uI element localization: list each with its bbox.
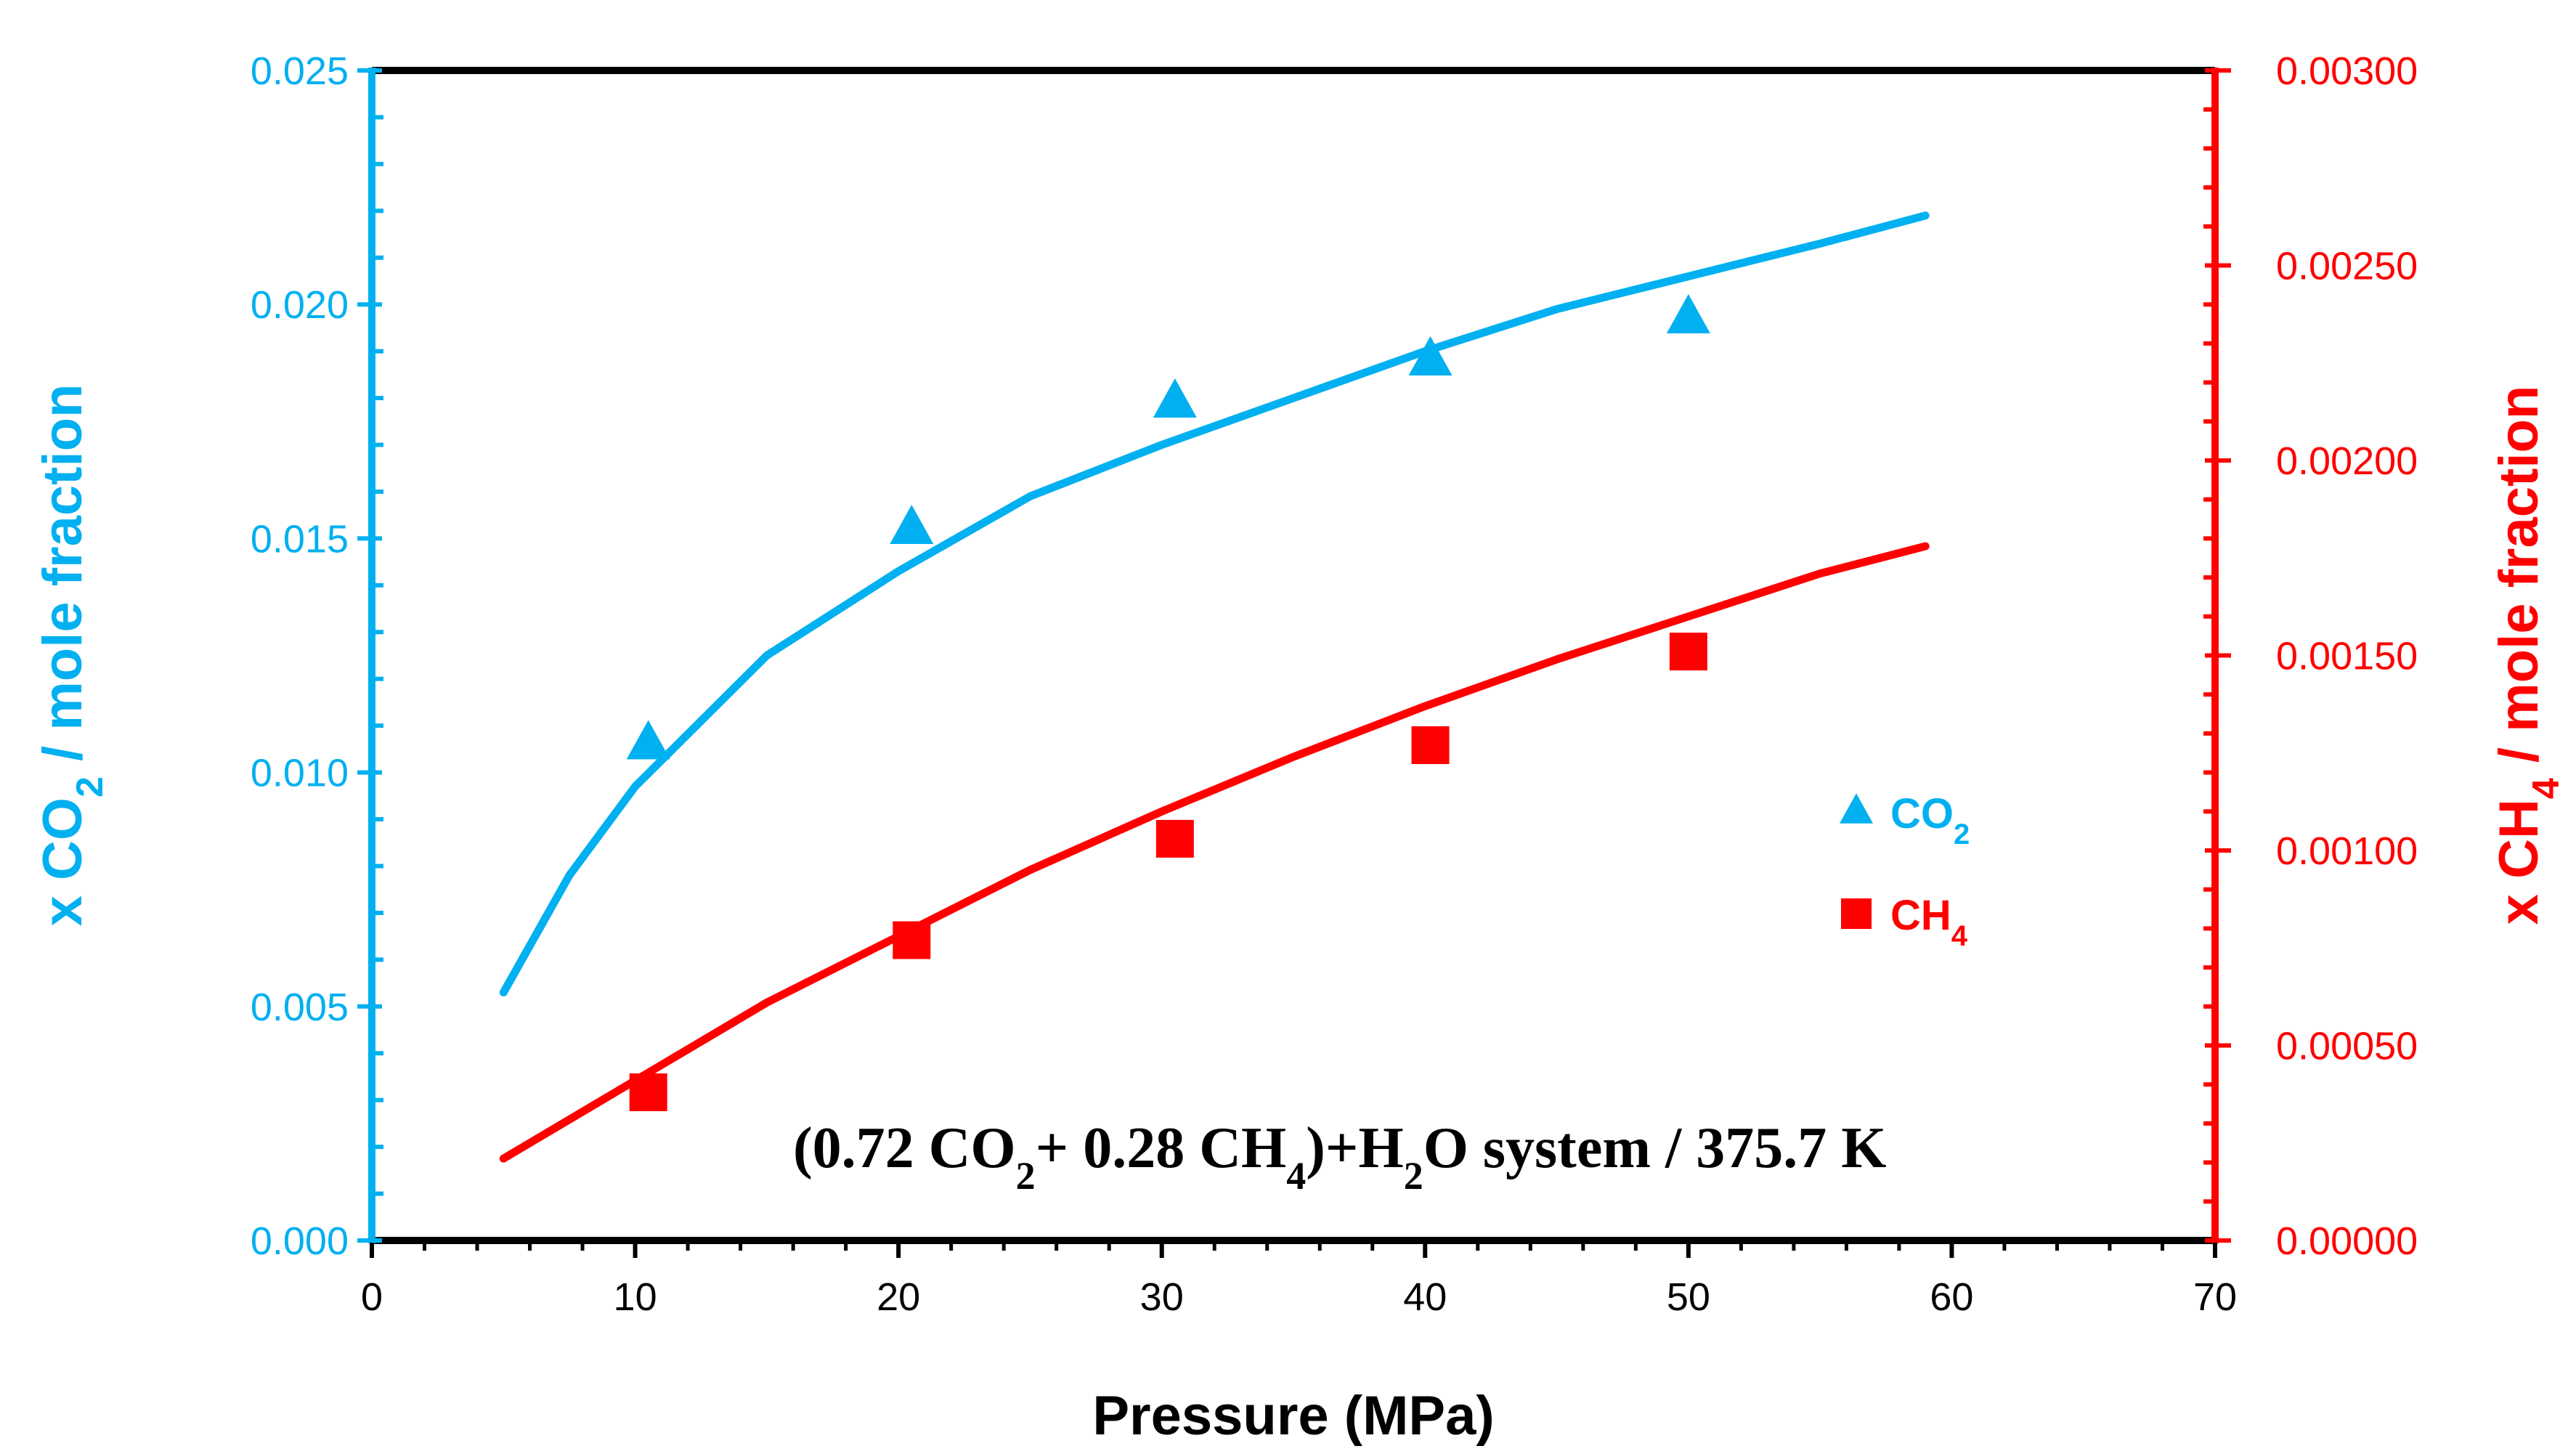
left-y-tick-label: 0.000 — [251, 1219, 349, 1263]
co2-data-point — [626, 720, 670, 760]
left-y-tick-label: 0.015 — [251, 517, 349, 561]
right-y-axis-title-text: / mole fraction — [2488, 386, 2550, 779]
ch4-fit-line — [499, 542, 1930, 1163]
annotation-text: O system / 375.7 K — [1423, 1116, 1887, 1180]
co2-data-point — [1408, 336, 1452, 376]
x-tick-label: 70 — [2193, 1275, 2237, 1319]
x-tick-label: 10 — [614, 1275, 657, 1319]
x-tick-label: 40 — [1403, 1275, 1447, 1319]
right-y-tick-label: 0.00200 — [2276, 439, 2418, 483]
legend-co2-label-text: CO — [1890, 790, 1954, 837]
system-annotation: (0.72 CO2+ 0.28 CH4)+H2O system / 375.7 … — [793, 1116, 1886, 1198]
x-tick-label: 0 — [361, 1275, 383, 1319]
left-y-tick-label: 0.005 — [251, 986, 349, 1029]
right-y-tick-label: 0.00000 — [2276, 1219, 2418, 1263]
legend-co2-label: CO2 — [1890, 790, 1970, 850]
annotation-text: + 0.28 CH — [1036, 1116, 1287, 1180]
legend-co2-marker — [1840, 793, 1873, 824]
right-y-axis-title-text: x CH — [2488, 799, 2550, 925]
co2-data-point — [890, 505, 934, 545]
ch4-data-point — [1411, 726, 1450, 765]
right-y-tick-label: 0.00300 — [2276, 49, 2418, 93]
x-tick-label: 50 — [1667, 1275, 1710, 1319]
x-axis-title: Pressure (MPa) — [1092, 1385, 1494, 1447]
ch4-data-point — [629, 1073, 667, 1111]
annotation-subscript: 4 — [1286, 1154, 1306, 1198]
co2-data-point — [1153, 378, 1197, 418]
legend-ch4-marker — [1841, 898, 1872, 929]
left-y-axis-title-text: x CO — [32, 797, 94, 926]
legend-ch4-label-subscript: 4 — [1951, 920, 1968, 952]
right-y-axis-title-subscript: 4 — [2525, 778, 2567, 799]
right-y-tick-label: 0.00250 — [2276, 245, 2418, 288]
annotation-text: )+H — [1306, 1116, 1403, 1180]
legend-co2-label-subscript: 2 — [1954, 819, 1970, 850]
x-tick-label: 20 — [877, 1275, 920, 1319]
annotation-subscript: 2 — [1016, 1154, 1036, 1198]
left-y-tick-label: 0.020 — [251, 283, 349, 327]
annotation-text: (0.72 CO — [793, 1116, 1016, 1180]
ch4-data-point — [1155, 819, 1194, 858]
left-y-axis-title: x CO2 / mole fraction — [32, 384, 111, 927]
right-y-tick-label: 0.00050 — [2276, 1025, 2418, 1068]
right-y-axis-title: x CH4 / mole fraction — [2488, 386, 2567, 925]
x-tick-label: 30 — [1140, 1275, 1184, 1319]
left-y-axis-title-text: / mole fraction — [32, 384, 94, 777]
right-y-tick-label: 0.00150 — [2276, 635, 2418, 678]
legend-ch4-label-text: CH — [1890, 892, 1951, 939]
right-y-tick-label: 0.00100 — [2276, 829, 2418, 873]
annotation-subscript: 2 — [1404, 1154, 1423, 1198]
ch4-data-point — [1669, 633, 1707, 671]
legend-ch4-label: CH4 — [1890, 892, 1968, 952]
co2-fit-line — [499, 211, 1930, 996]
co2-data-point — [1666, 294, 1710, 334]
x-tick-label: 60 — [1930, 1275, 1973, 1319]
left-y-tick-label: 0.010 — [251, 752, 349, 795]
legend: CO2 CH4 — [1840, 790, 1970, 952]
ch4-data-point — [893, 921, 931, 959]
left-y-tick-label: 0.025 — [251, 49, 349, 93]
left-y-axis-title-subscript: 2 — [69, 776, 111, 797]
